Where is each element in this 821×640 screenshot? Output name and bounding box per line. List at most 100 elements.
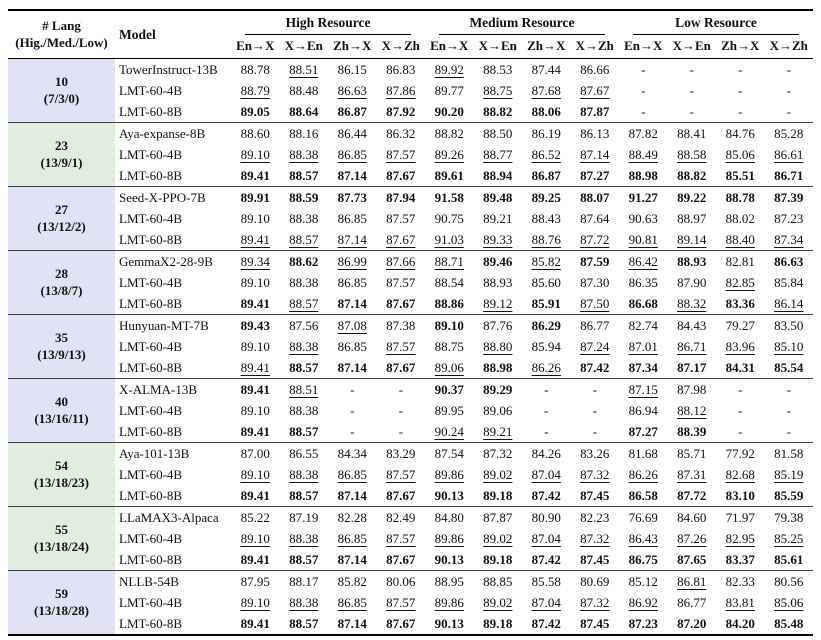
score-cell: 82.49 [376,506,425,528]
score-cell: 86.58 [628,488,658,503]
score-cell: 87.67 [386,232,416,247]
score-cell: 90.13 [434,488,464,503]
score-cell: 87.56 [279,314,328,336]
score-cell: - [376,378,425,400]
score-cell: 87.31 [677,467,707,482]
score-cell: 88.98 [483,360,513,375]
model-name-cell: LMT-60-8B [119,488,183,503]
score-cell: 89.25 [522,186,571,208]
score-cell: 89.29 [473,378,522,400]
score-cell: 84.60 [667,506,716,528]
translation-results-table: # Lang (Hig./Med./Low) Model High Resour… [8,9,813,636]
score-cell: 90.13 [434,616,464,631]
score-cell: - [398,403,403,418]
score-cell: 86.85 [337,339,367,354]
lang-distribution: (13/8/7) [40,282,83,298]
score-cell: 89.41 [240,232,270,247]
score-cell: 89.10 [240,147,270,162]
score-cell: 86.61 [774,147,804,162]
direction-col-header: X→En [667,35,716,59]
score-cell: 87.67 [386,616,416,631]
score-cell: 87.04 [531,467,561,482]
score-cell: 87.66 [376,250,425,272]
table-row: LMT-60-8B 89.41 88.57 87.14 87.67 89.06 88.98 8… [8,357,813,379]
score-cell: 85.71 [667,442,716,464]
lang-column-header: # Lang (Hig./Med./Low) [8,10,115,59]
score-cell: 89.41 [240,296,270,311]
score-cell: 87.14 [337,296,367,311]
model-name-cell: Hunyuan-MT-7B [115,314,231,336]
score-cell: 85.58 [522,570,571,592]
score-cell: 81.58 [764,442,813,464]
direction-col-header: Zh→X [716,35,765,59]
score-cell: 89.61 [434,168,464,183]
table-row: 28 (13/8/7) GemmaX2-28-9B 89.34 88.62 86.99 87… [8,250,813,315]
score-cell: 88.43 [531,211,561,226]
score-cell: 89.10 [240,531,270,546]
score-cell: 88.02 [725,211,755,226]
score-cell: - [544,403,549,418]
score-cell: 86.87 [531,168,561,183]
score-cell: 88.41 [667,122,716,144]
score-cell: 88.77 [483,147,513,162]
score-cell: 90.13 [434,552,464,567]
score-cell: 89.06 [483,403,513,418]
score-cell: - [738,403,743,418]
score-cell: 86.44 [328,122,377,144]
score-cell: 86.32 [376,122,425,144]
direction-col-header: Zh→X [522,35,571,59]
score-cell: 87.98 [667,378,716,400]
model-name-cell: LMT-60-4B [119,595,183,610]
model-name-cell: LMT-60-4B [119,211,183,226]
score-cell: 82.28 [328,506,377,528]
score-cell: 89.41 [240,424,270,439]
score-cell: 88.97 [677,211,707,226]
score-cell: 85.54 [774,360,804,375]
score-cell: - [328,378,377,400]
score-cell: 86.85 [337,595,367,610]
score-cell: 87.92 [386,104,416,119]
model-name-cell: GemmaX2-28-9B [115,250,231,272]
score-cell: 87.76 [473,314,522,336]
score-cell: - [716,58,765,80]
score-cell: 86.68 [628,296,658,311]
score-cell: 83.96 [725,339,755,354]
direction-col-header: X→Zh [570,35,619,59]
score-cell: - [522,378,571,400]
score-cell: 86.63 [764,250,813,272]
score-cell: 89.41 [240,552,270,567]
score-cell: 85.91 [531,296,561,311]
score-cell: 87.34 [628,360,658,375]
score-cell: 85.51 [725,168,755,183]
score-cell: 86.77 [570,314,619,336]
score-cell: - [689,104,694,119]
score-cell: 86.35 [628,275,658,290]
score-cell: 88.12 [677,403,707,418]
score-cell: 88.57 [289,616,319,631]
score-cell: 76.69 [619,506,668,528]
score-cell: 89.46 [473,250,522,272]
score-cell: 88.38 [289,147,319,162]
direction-col-header: X→En [473,35,522,59]
score-cell: 89.86 [434,595,464,610]
score-cell: 87.23 [628,616,658,631]
score-cell: 86.52 [531,147,561,162]
score-cell: 88.38 [289,531,319,546]
direction-col-header: X→Zh [764,35,813,59]
score-cell: 88.50 [473,122,522,144]
score-cell: 86.85 [337,211,367,226]
score-cell: - [689,83,694,98]
score-cell: 87.57 [386,147,416,162]
score-cell: 87.04 [531,531,561,546]
score-cell: 89.41 [240,488,270,503]
score-cell: 88.57 [289,360,319,375]
score-cell: 88.53 [473,58,522,80]
score-cell: 87.87 [580,104,610,119]
score-cell: 89.10 [240,211,270,226]
score-cell: 87.68 [531,83,561,98]
score-cell: 87.14 [337,232,367,247]
score-cell: 87.27 [580,168,610,183]
score-cell: 84.80 [425,506,474,528]
score-cell: 85.48 [774,616,804,631]
score-cell: 87.04 [531,595,561,610]
